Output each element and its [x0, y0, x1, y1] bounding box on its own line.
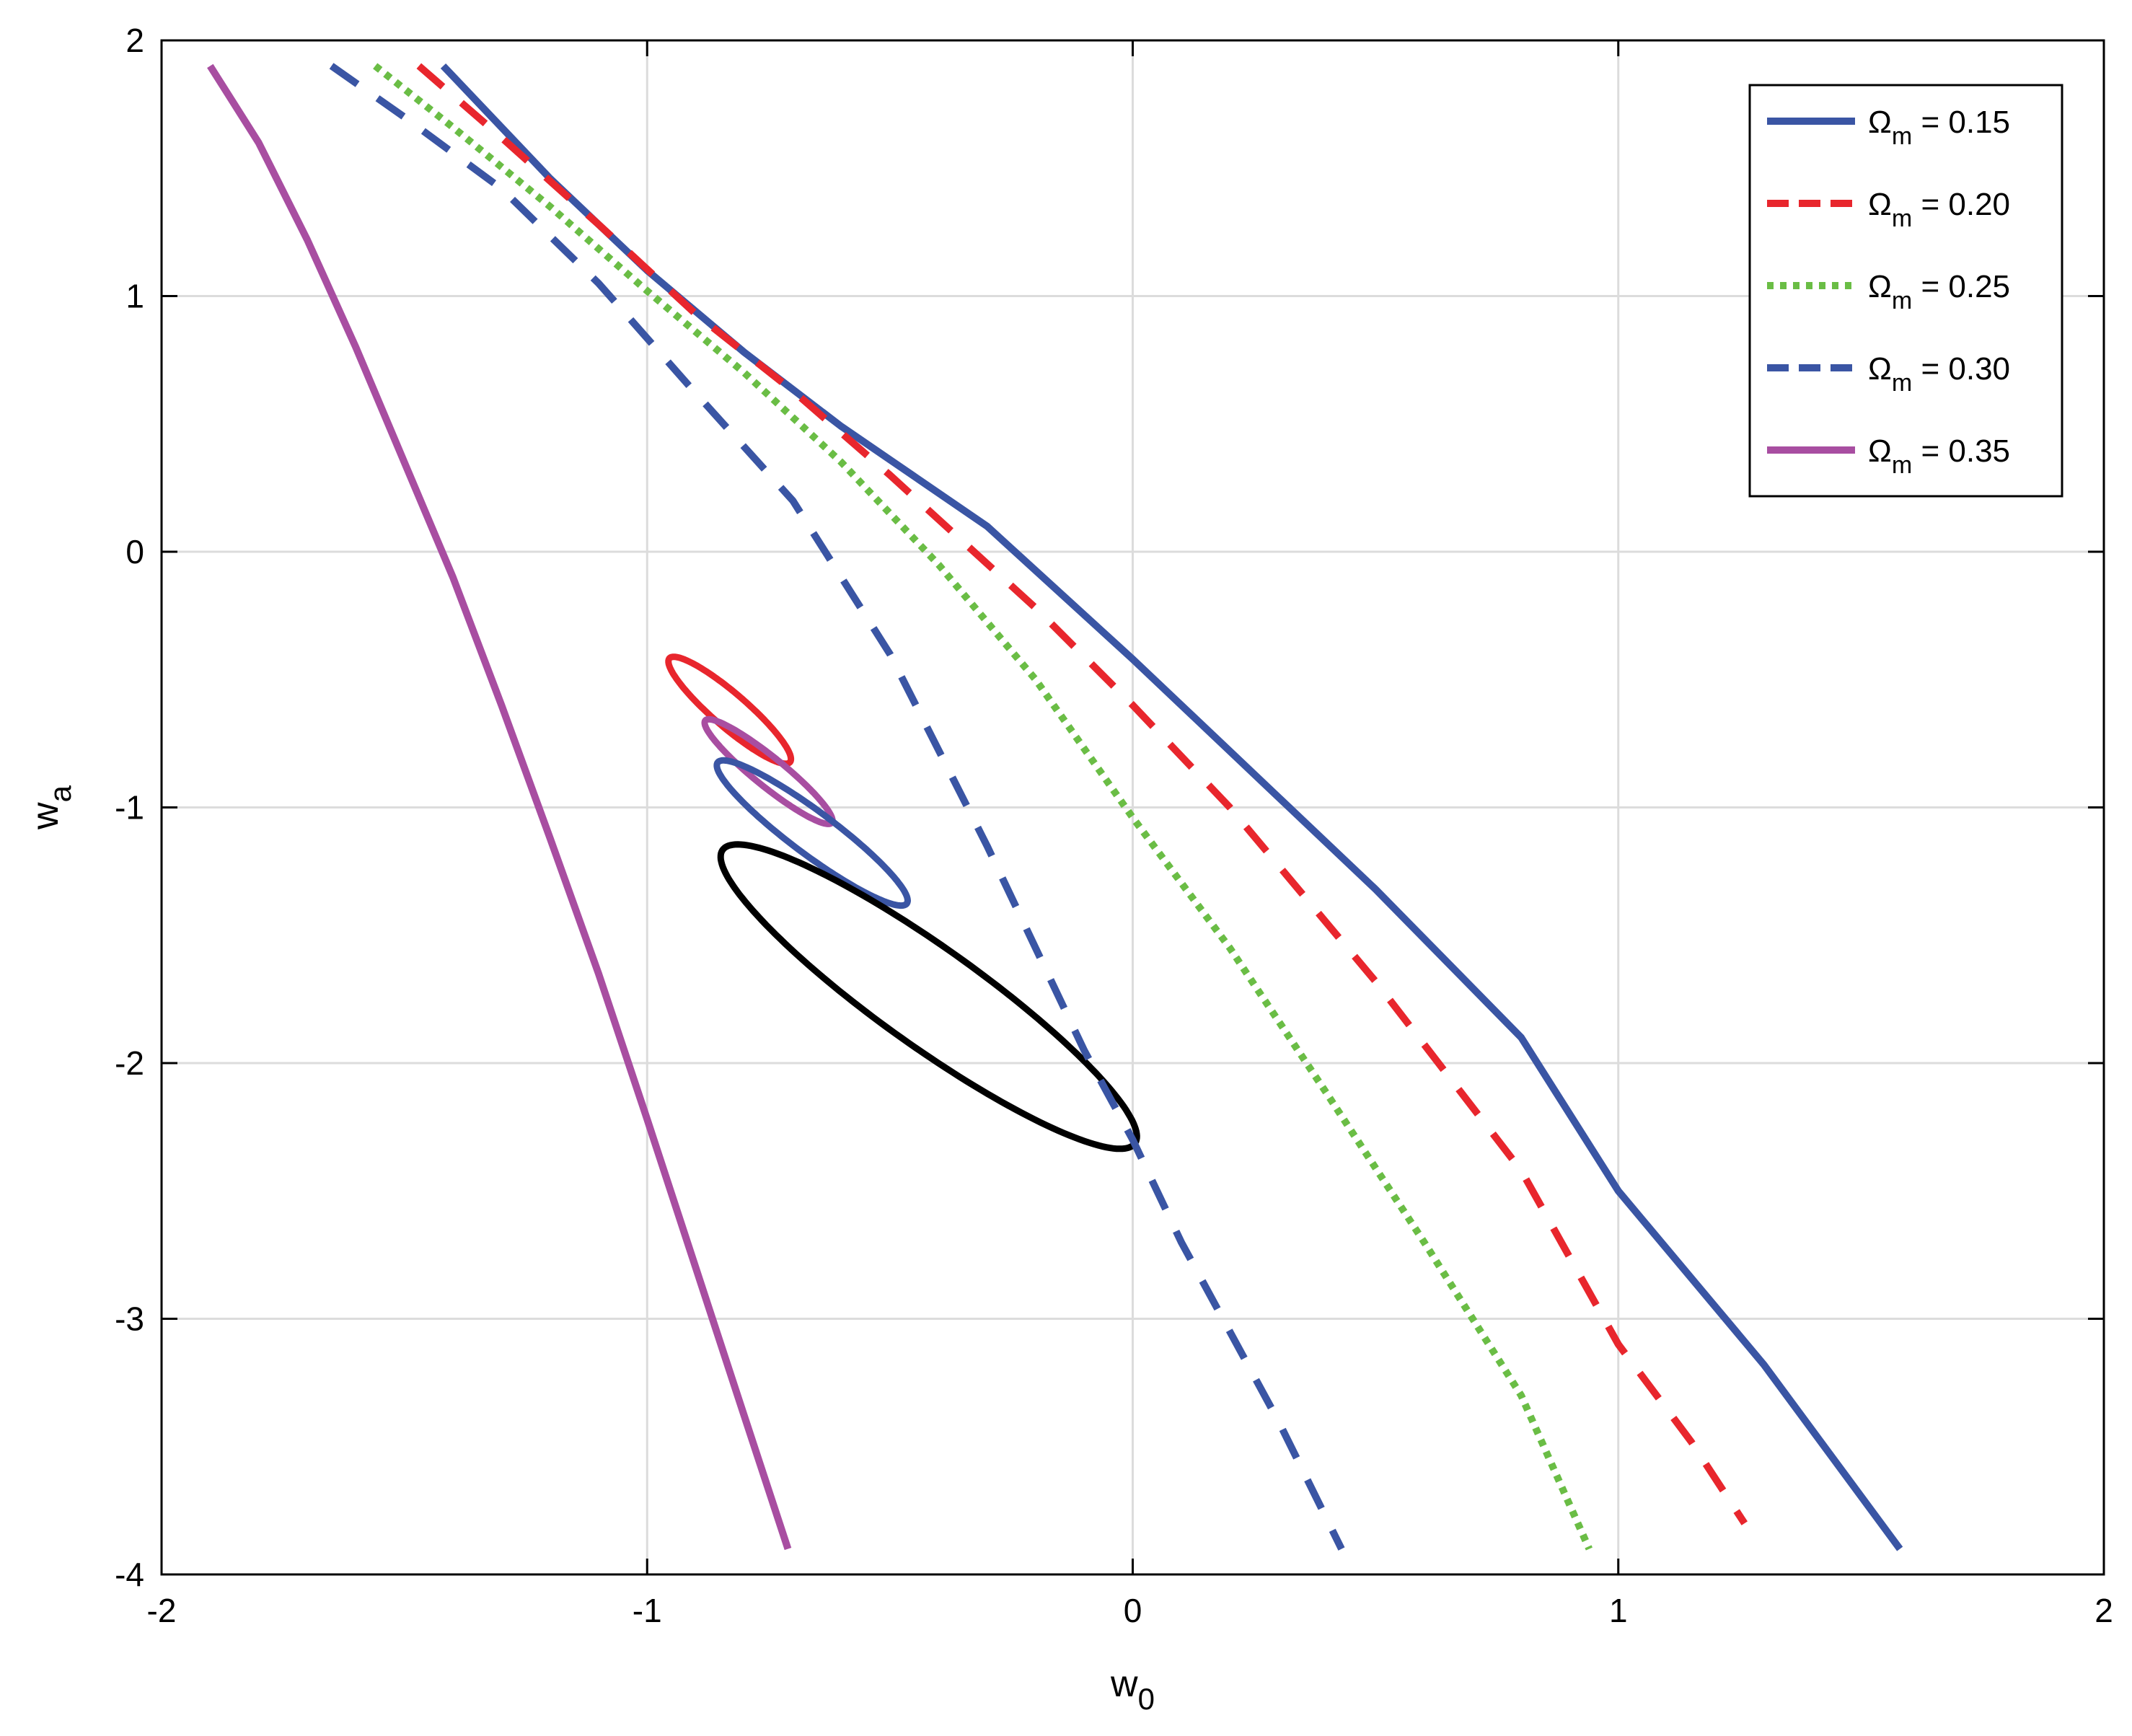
- y-tick-label: 2: [125, 22, 144, 59]
- confidence-ellipse: [665, 653, 795, 767]
- legend-label-value: = 0.20: [1912, 187, 2010, 222]
- legend-label-symbol: Ω: [1868, 433, 1892, 469]
- x-axis-label-subscript: 0: [1138, 1682, 1155, 1716]
- confidence-ellipse: [701, 715, 836, 827]
- legend-label-value: = 0.15: [1912, 105, 2010, 140]
- legend-label-subscript: m: [1892, 205, 1912, 232]
- x-tick-label: -2: [147, 1592, 177, 1629]
- legend-label: Ωm = 0.20: [1868, 187, 2010, 232]
- legend-label-subscript: m: [1892, 287, 1912, 314]
- legend-label-symbol: Ω: [1868, 351, 1892, 387]
- series-line: [207, 63, 792, 1551]
- y-tick-label: -1: [115, 789, 144, 827]
- x-axis-label: w0: [1110, 1663, 1155, 1716]
- series-line: [329, 63, 1345, 1551]
- y-tick-label: -3: [115, 1300, 144, 1338]
- y-tick-label: -2: [115, 1044, 144, 1082]
- y-tick-label: 0: [125, 533, 144, 570]
- y-tick-label: -4: [115, 1556, 144, 1593]
- legend-label: Ωm = 0.15: [1868, 105, 2010, 150]
- series-lines: [207, 63, 1903, 1551]
- legend-label-value: = 0.35: [1912, 433, 2010, 469]
- legend-label-subscript: m: [1892, 123, 1912, 150]
- legend-label-value: = 0.25: [1912, 269, 2010, 304]
- x-tick-label: 1: [1609, 1592, 1628, 1629]
- legend-label-symbol: Ω: [1868, 187, 1892, 222]
- legend-label-symbol: Ω: [1868, 105, 1892, 140]
- x-axis-label-main: w: [1110, 1663, 1138, 1705]
- axis-ticks: -2 -1 0 1 2 -4 -3 -2 -1 0 1 2: [115, 22, 2113, 1629]
- legend-label-value: = 0.30: [1912, 351, 2010, 387]
- y-axis-label-subscript: a: [43, 785, 77, 802]
- legend-box: [1748, 84, 2063, 498]
- legend-label-subscript: m: [1892, 369, 1912, 397]
- series-line: [373, 63, 1593, 1551]
- legend-label-symbol: Ω: [1868, 269, 1892, 304]
- x-tick-label: 2: [2094, 1592, 2113, 1629]
- legend-label-subscript: m: [1892, 451, 1912, 479]
- x-tick-label: -1: [633, 1592, 662, 1629]
- legend-label: Ωm = 0.35: [1868, 433, 2010, 479]
- legend-label: Ωm = 0.25: [1868, 269, 2010, 314]
- confidence-ellipse: [713, 757, 912, 909]
- confidence-ellipse: [717, 841, 1140, 1153]
- legend-label: Ωm = 0.30: [1868, 351, 2010, 397]
- y-tick-label: 1: [125, 278, 144, 315]
- x-tick-label: 0: [1124, 1592, 1142, 1629]
- confidence-ellipses: [665, 653, 1140, 1153]
- y-axis-label: wa: [25, 785, 77, 830]
- y-axis-label-main: w: [25, 802, 66, 830]
